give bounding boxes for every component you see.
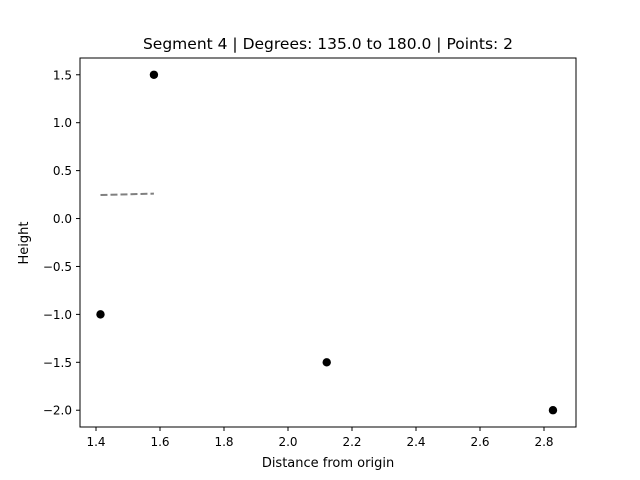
y-tick-label: −0.5 [43,260,72,274]
x-tick-label: 2.4 [406,435,425,449]
data-point [548,406,558,415]
plot-layer [96,70,558,415]
x-tick-label: 1.8 [214,435,233,449]
y-axis-label: Height [17,222,32,265]
y-tick-label: 1.0 [53,116,72,130]
data-point [322,358,331,367]
y-tick-label: −1.0 [43,308,72,322]
x-tick-label: 1.4 [86,435,105,449]
data-point [149,70,159,79]
x-axis-ticks: 1.4 1.6 1.8 2.0 2.2 2.4 2.6 2.8 [86,427,554,449]
x-tick-label: 2.0 [278,435,297,449]
y-tick-label: 0.0 [53,212,72,226]
y-axis-ticks: 1.5 1.0 0.5 0.0 −0.5 −1.0 −1.5 −2.0 [43,68,80,418]
x-axis-label: Distance from origin [262,456,394,471]
plot-frame [79,57,577,428]
chart-title: Segment 4 | Degrees: 135.0 to 180.0 | Po… [143,35,513,53]
y-tick-label: −2.0 [43,404,72,418]
x-tick-label: 1.6 [150,435,169,449]
y-tick-label: 1.5 [53,68,72,82]
data-point [96,310,105,319]
x-tick-label: 2.8 [534,435,553,449]
x-tick-label: 2.2 [342,435,361,449]
y-tick-label: 0.5 [53,164,72,178]
x-tick-label: 2.6 [470,435,489,449]
y-tick-label: −1.5 [43,356,72,370]
dashed-fit-line [100,192,154,197]
